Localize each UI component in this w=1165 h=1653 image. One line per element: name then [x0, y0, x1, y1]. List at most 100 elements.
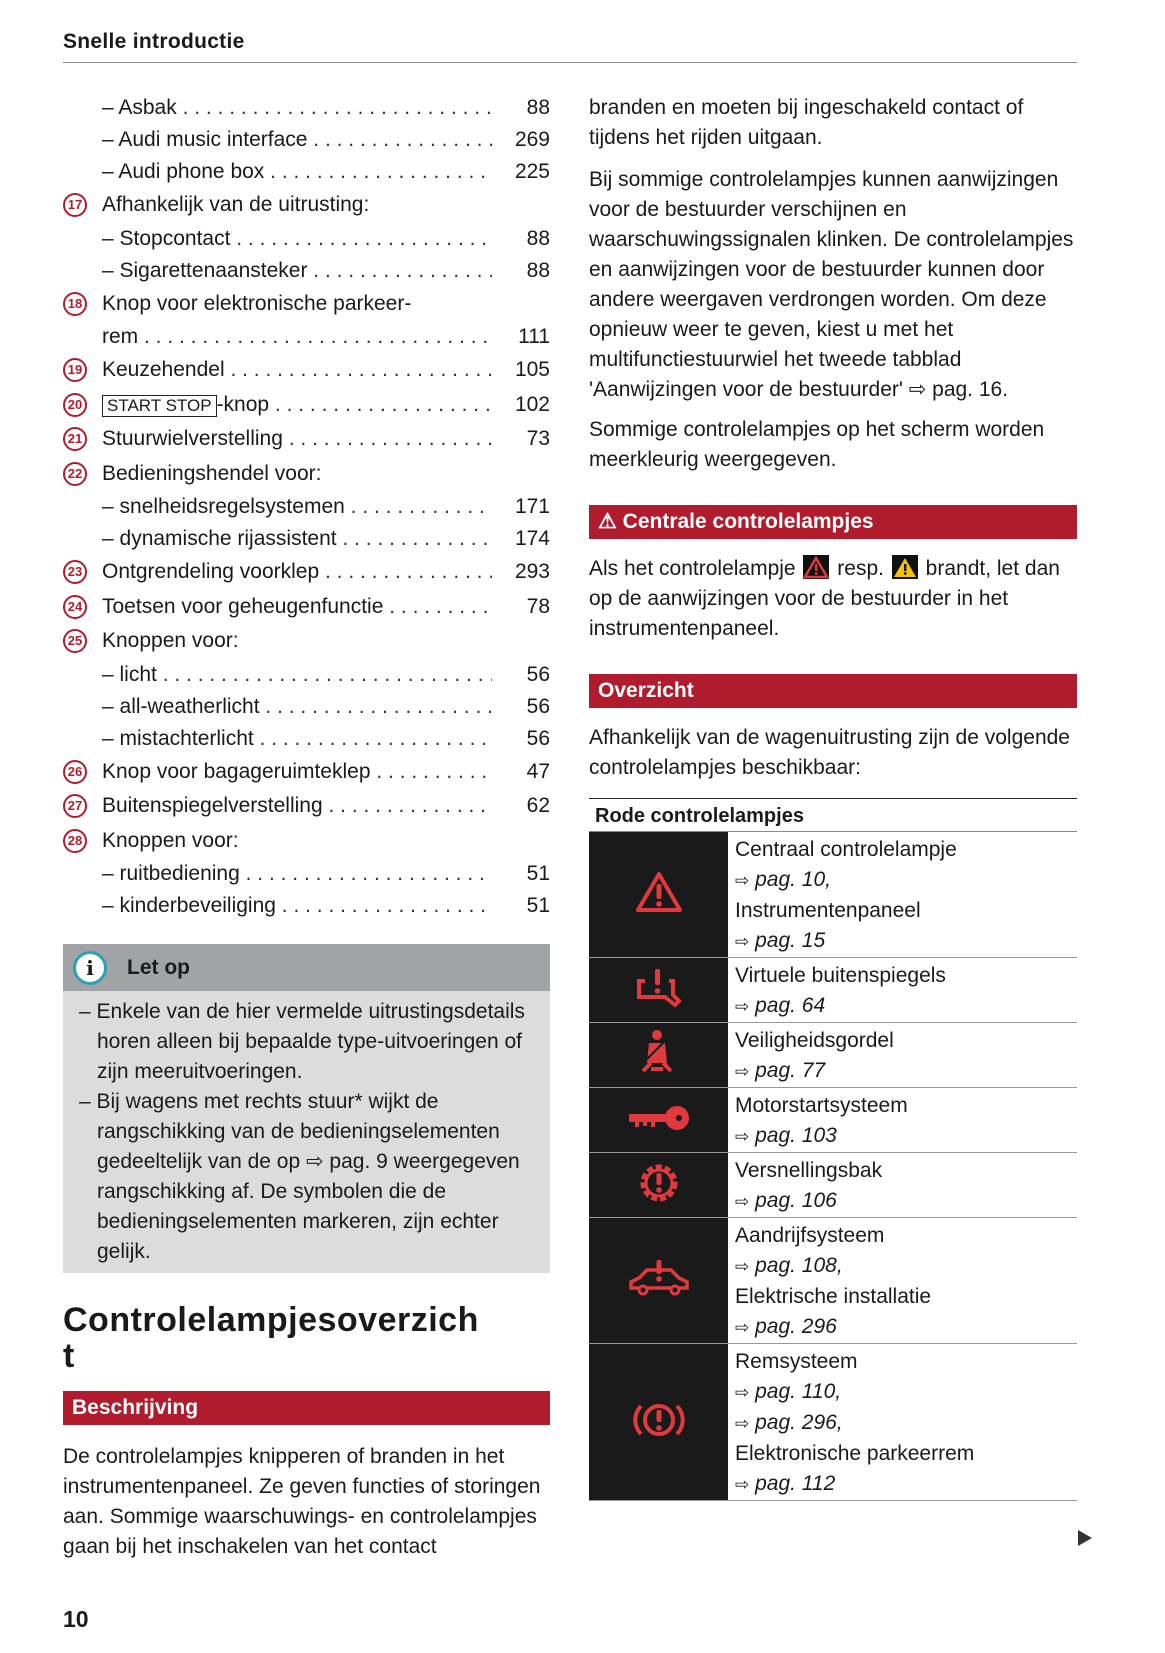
index-label: Afhankelijk van de uitrusting:: [102, 193, 370, 216]
note-item: – Enkele van de hier vermelde uitrusting…: [79, 1000, 525, 1083]
index-row: – snelheidsregelsystemen . . . . . . . .…: [63, 491, 550, 523]
index-row: – Stopcontact . . . . . . . . . . . . . …: [63, 223, 550, 255]
page-reference-text: pag. 10,: [755, 868, 831, 891]
index-page[interactable]: 111: [518, 325, 550, 348]
index-row: – all-weatherlicht . . . . . . . . . . .…: [63, 691, 550, 723]
warning-lamp-table: Rode controlelampjes Centraal controlela…: [589, 798, 1077, 1501]
index-page[interactable]: 174: [514, 527, 550, 550]
index-row: 27 Buitenspiegelverstelling . . . . . . .…: [63, 789, 550, 824]
page-reference[interactable]: ⇨ pag. 77: [735, 1056, 1077, 1087]
page-reference[interactable]: ⇨ pag. 103: [735, 1121, 1077, 1152]
component-index: – Asbak . . . . . . . . . . . . . . . . …: [63, 92, 550, 922]
page-reference-text: pag. 77: [755, 1059, 826, 1082]
index-label: Knop voor bagageruimteklep: [102, 759, 371, 783]
page-reference[interactable]: ⇨ pag. 15: [735, 926, 1077, 957]
index-row: 19 Keuzehendel . . . . . . . . . . . . . …: [63, 353, 550, 388]
page-reference-text: pag. 103: [755, 1124, 837, 1147]
index-page[interactable]: 269: [514, 128, 550, 151]
index-page[interactable]: 78: [526, 594, 550, 618]
centrale-text-b: resp.: [837, 557, 884, 580]
page-reference-text: pag. 296,: [755, 1411, 843, 1434]
index-page[interactable]: 171: [514, 495, 550, 518]
index-page[interactable]: 102: [514, 392, 550, 416]
page-reference[interactable]: ⇨ pag. 296: [735, 1312, 1077, 1343]
leader-dots: . . . . . . . . . . . . . . . . . . . . …: [389, 594, 492, 618]
index-page[interactable]: 47: [526, 759, 550, 783]
index-page[interactable]: 88: [526, 226, 550, 250]
index-row: – Audi phone box . . . . . . . . . . . .…: [63, 156, 550, 188]
leader-dots: . . . . . . . . . . . . . . . . . . . . …: [313, 128, 492, 151]
key-icon: [627, 1104, 691, 1137]
leader-dots: . . . . . . . . . . . . . . . . . . . . …: [182, 96, 492, 119]
index-row: – dynamische rijassistent . . . . . . . …: [63, 523, 550, 555]
car-warning-icon: [627, 1258, 691, 1303]
callout-number-badge: 28: [63, 828, 87, 853]
index-page[interactable]: 62: [526, 794, 550, 817]
index-row: – ruitbediening . . . . . . . . . . . . …: [63, 858, 550, 890]
index-page[interactable]: 56: [526, 726, 550, 750]
index-label: rem: [102, 325, 139, 348]
index-row: – mistachterlicht . . . . . . . . . . . …: [63, 723, 550, 755]
index-page[interactable]: 51: [526, 894, 550, 917]
lamp-icon-cell: [589, 1088, 728, 1152]
index-label: Knoppen voor:: [102, 629, 239, 652]
left-lower-column: i Let op – Enkele van de hier vermelde ui…: [63, 944, 550, 1562]
index-page[interactable]: 105: [514, 358, 550, 381]
page-reference[interactable]: ⇨ pag. 296,: [735, 1408, 1077, 1439]
leader-dots: . . . . . . . . . . . . . . . . . . . . …: [274, 392, 492, 416]
beschrijving-heading: Beschrijving: [63, 1391, 550, 1425]
page-reference[interactable]: ⇨ pag. 110,: [735, 1377, 1077, 1408]
leader-dots: . . . . . . . . . . . . . . . . . . . . …: [259, 726, 492, 750]
index-row: 20 START STOP -knop . . . . . . . . . . . …: [63, 388, 550, 423]
index-page[interactable]: 73: [526, 427, 550, 450]
leader-dots: . . . . . . . . . . . . . . . . . . . . …: [324, 560, 492, 583]
lamp-description: Elektronische parkeerrem: [735, 1442, 975, 1465]
arrow-icon: ⇨: [735, 1383, 750, 1402]
index-label: Stuurwielverstelling: [102, 427, 283, 450]
lamp-icon-cell: [589, 1023, 728, 1087]
warning-triangle-icon: [635, 871, 683, 918]
index-page[interactable]: 56: [526, 662, 550, 686]
index-label: Ontgrendeling voorklep: [102, 560, 320, 583]
table-row: Veiligheidsgordel ⇨ pag. 77: [589, 1023, 1077, 1088]
leader-dots: . . . . . . . . . . . . . . . . . . . . …: [270, 160, 492, 183]
lamp-icon-cell: [589, 1218, 728, 1343]
lamp-description: Elektrische installatie: [735, 1285, 932, 1308]
page-reference[interactable]: ⇨ pag. 64: [735, 991, 1077, 1022]
page-reference[interactable]: ⇨ pag. 10,: [735, 865, 1077, 896]
index-label: Buitenspiegelverstelling: [102, 794, 323, 817]
index-label: – kinderbeveiliging: [102, 894, 276, 917]
page-reference[interactable]: ⇨ pag. 112: [735, 1469, 1077, 1500]
page-reference-text: pag. 296: [755, 1315, 837, 1338]
callout-number-badge: 25: [63, 629, 87, 654]
beschrijving-text: De controlelampjes knipperen of branden …: [63, 1445, 541, 1558]
index-page[interactable]: 88: [526, 258, 550, 282]
index-page[interactable]: 225: [514, 160, 550, 183]
overzicht-text: Afhankelijk van de wagenuitrusting zijn …: [589, 726, 1070, 779]
arrow-icon: ⇨: [735, 997, 750, 1016]
index-page[interactable]: 51: [526, 862, 550, 885]
lamp-description: Virtuele buitenspiegels: [735, 964, 946, 987]
index-page[interactable]: 56: [526, 694, 550, 718]
lamp-description: Centraal controlelampje: [735, 838, 957, 861]
index-page[interactable]: 88: [526, 96, 550, 119]
note-item: – Bij wagens met rechts stuur* wijkt de …: [79, 1090, 520, 1263]
overzicht-heading: Overzicht: [589, 674, 1077, 708]
index-label: – Audi music interface: [102, 128, 308, 151]
index-row: 28 Knoppen voor:: [63, 824, 550, 859]
page-reference[interactable]: ⇨ pag. 106: [735, 1186, 1077, 1217]
callout-number-badge: 23: [63, 560, 87, 585]
note-title: Let op: [127, 955, 190, 979]
lamp-description: Versnellingsbak: [735, 1159, 883, 1182]
table-row: Remsysteem ⇨ pag. 110, ⇨ pag. 296, Elektron…: [589, 1344, 1077, 1501]
index-page[interactable]: 293: [514, 560, 550, 583]
page-reference-text: pag. 64: [755, 994, 826, 1017]
page-reference-text: pag. 110,: [755, 1380, 842, 1403]
right-para-1: branden en moeten bij ingeschakeld conta…: [589, 96, 1024, 149]
page-reference[interactable]: ⇨ pag. 108,: [735, 1251, 1077, 1282]
index-label: – licht: [102, 662, 157, 686]
leader-dots: . . . . . . . . . . . . . . . . . . . . …: [230, 358, 492, 381]
index-label: Toetsen voor geheugenfunctie: [102, 594, 384, 618]
arrow-icon: ⇨: [735, 1318, 750, 1337]
index-row: 18 Knop voor elektronische parkeer-: [63, 287, 550, 322]
